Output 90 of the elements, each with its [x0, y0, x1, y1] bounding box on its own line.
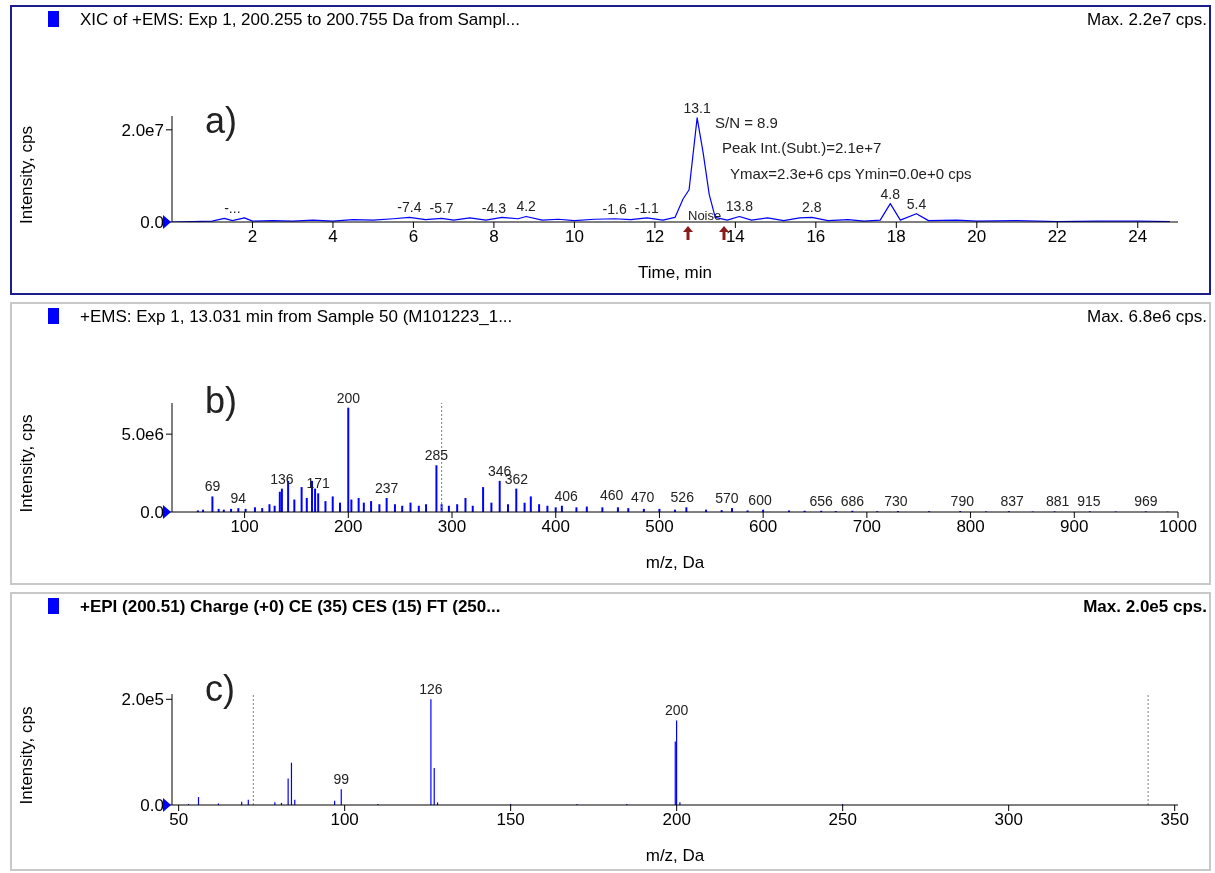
x-tick-label: 20 [967, 227, 987, 247]
annotation: 285 [424, 447, 449, 464]
annotation: 4.8 [880, 185, 901, 202]
y-tick-label: 0.0 [140, 796, 164, 816]
annotation: 237 [375, 479, 399, 496]
x-axis-title: Time, min [638, 263, 712, 282]
x-tick-label: 22 [1047, 227, 1067, 247]
x-tick-label: 200 [334, 517, 363, 537]
annotation: 406 [554, 487, 578, 504]
x-tick-label: 16 [806, 227, 826, 247]
y-tick-label: 5.0e6 [121, 425, 164, 445]
x-tick-label: 250 [828, 810, 857, 830]
annotation: 686 [840, 492, 865, 509]
x-axis-title: m/z, Da [645, 846, 705, 865]
annotation: 136 [270, 470, 294, 487]
y-axis-title: Intensity, cps [17, 414, 37, 513]
x-tick-label: 300 [994, 810, 1023, 830]
y-tick-label: 0.0 [140, 213, 164, 233]
x-tick-label: 8 [489, 227, 499, 247]
x-tick-label: 800 [956, 517, 985, 537]
annotation: -... [224, 200, 241, 217]
x-tick-label: 18 [886, 227, 906, 247]
x-tick-label: 10 [564, 227, 584, 247]
annotation: c) [205, 668, 235, 710]
annotation: 94 [230, 490, 247, 507]
y-tick-label: 2.0e7 [121, 120, 164, 140]
y-axis-title: Intensity, cps [17, 706, 37, 805]
chart-subtitle: Max. 2.0e5 cps. [1083, 597, 1207, 617]
chart-title: XIC of +EMS: Exp 1, 200.255 to 200.755 Da from Sampl... [80, 10, 520, 30]
x-tick-label: 14 [725, 227, 745, 247]
annotation: -1.1 [634, 199, 660, 216]
annotation: 5.4 [906, 195, 927, 212]
chart-subtitle: Max. 6.8e6 cps. [1086, 307, 1207, 327]
annotation: 969 [1134, 493, 1158, 510]
y-tick-label: 2.0e5 [121, 690, 164, 710]
x-tick-label: 700 [852, 517, 882, 537]
x-tick-label: 100 [330, 810, 359, 830]
annotation: Peak Int.(Subt.)=2.1e+7 [722, 139, 882, 156]
x-tick-label: 200 [662, 810, 691, 830]
annotation: 460 [600, 487, 624, 503]
x-tick-label: 900 [1060, 517, 1089, 537]
x-tick-label: 500 [645, 517, 674, 537]
x-tick-label: 12 [645, 227, 665, 247]
annotation: 656 [809, 492, 834, 509]
x-tick-label: 4 [328, 227, 338, 247]
annotation: 99 [333, 771, 350, 788]
annotation: a) [205, 100, 238, 142]
x-tick-label: 600 [748, 517, 778, 537]
x-tick-label: 1000 [1159, 517, 1197, 537]
x-tick-label: 6 [408, 227, 419, 247]
annotation: 4.2 [516, 198, 537, 215]
annotation: 69 [204, 478, 221, 495]
annotation: 526 [670, 489, 695, 506]
annotation: 570 [715, 490, 739, 507]
annotation: 200 [664, 702, 689, 719]
x-tick-label: 2 [247, 227, 258, 247]
annotation: -1.6 [602, 200, 627, 217]
annotation: 2.8 [802, 199, 822, 216]
annotation: b) [205, 380, 238, 422]
x-tick-label: 400 [541, 517, 570, 537]
y-tick-label: 0.0 [140, 503, 164, 523]
x-tick-label: 24 [1128, 227, 1148, 247]
annotation: -4.3 [481, 200, 507, 217]
annotation: Noise [688, 208, 722, 223]
annotation: 730 [884, 493, 908, 510]
x-tick-label: 350 [1160, 810, 1189, 830]
chart-title: +EMS: Exp 1, 13.031 min from Sample 50 (M101223_1... [80, 307, 513, 327]
x-tick-label: 150 [496, 810, 525, 830]
x-axis-title: m/z, Da [645, 553, 705, 572]
annotation: S/N = 8.9 [715, 114, 778, 131]
annotation: 126 [419, 681, 443, 698]
annotation: 915 [1077, 493, 1101, 510]
annotation: 171 [306, 475, 331, 492]
x-tick-label: 300 [437, 517, 467, 537]
annotation: -5.7 [429, 200, 454, 217]
annotation: 13.1 [683, 99, 711, 116]
annotation: 837 [1000, 493, 1024, 510]
annotation: -7.4 [397, 199, 422, 216]
chart-title: +EPI (200.51) Charge (+0) CE (35) CES (15) FT (250... [80, 597, 501, 617]
annotation: 13.8 [725, 198, 754, 215]
x-tick-label: 100 [230, 517, 259, 537]
chart-subtitle: Max. 2.2e7 cps. [1086, 10, 1207, 30]
y-axis-title: Intensity, cps [17, 126, 37, 224]
x-tick-label: 50 [169, 810, 189, 830]
annotation: 600 [748, 491, 772, 508]
annotation: 790 [950, 493, 975, 510]
annotation: 881 [1046, 493, 1070, 510]
annotation: Ymax=2.3e+6 cps Ymin=0.0e+0 cps [730, 165, 972, 182]
annotation: 200 [336, 389, 361, 406]
annotation: 470 [631, 489, 655, 505]
